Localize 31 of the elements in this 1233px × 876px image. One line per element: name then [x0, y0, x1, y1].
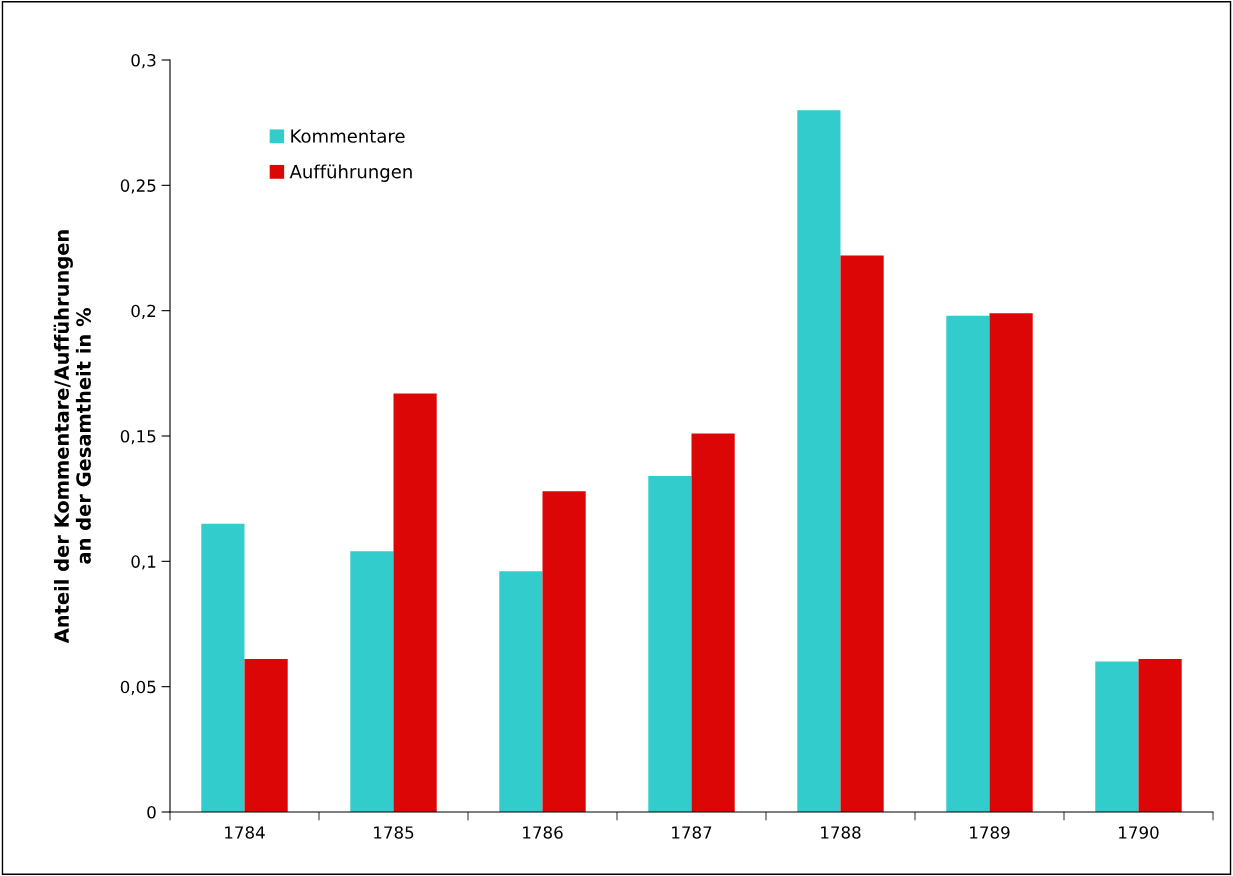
x-tick-label: 1790: [1119, 826, 1159, 839]
bar: [350, 551, 394, 812]
bar: [648, 476, 692, 812]
bar: [1095, 661, 1139, 812]
y-tick-label: 0,15: [120, 429, 156, 445]
y-tick-label: 0,25: [120, 179, 156, 194]
y-tick-label: 0: [147, 805, 156, 819]
bar: [691, 433, 735, 812]
x-tick-label: 1787: [672, 826, 712, 839]
x-tick-label: 1784: [225, 826, 265, 839]
bar: [393, 393, 437, 812]
legend-label: Aufführungen: [289, 164, 412, 182]
x-tick-label: 1789: [970, 826, 1010, 839]
bar: [244, 659, 288, 812]
x-tick-label: 1788: [821, 826, 861, 839]
x-tick-label: 1785: [374, 826, 414, 839]
bar: [201, 523, 245, 812]
bar: [1138, 659, 1182, 812]
bar: [542, 491, 586, 812]
y-tick-label: 0,3: [131, 53, 156, 69]
y-tick-label: 0,05: [120, 680, 156, 695]
bar: [989, 313, 1033, 812]
y-axis-title: Anteil der Kommentare/Aufführungen an der Gesamtheit in %: [53, 230, 91, 644]
bar: [840, 255, 884, 812]
legend-label: Kommentare: [291, 129, 405, 143]
bar: [797, 110, 841, 812]
y-tick-label: 0,2: [131, 304, 156, 319]
bar: [499, 571, 543, 812]
y-tick-label: 0,1: [131, 555, 156, 570]
x-tick-label: 1786: [523, 826, 563, 839]
bar: [946, 315, 990, 812]
